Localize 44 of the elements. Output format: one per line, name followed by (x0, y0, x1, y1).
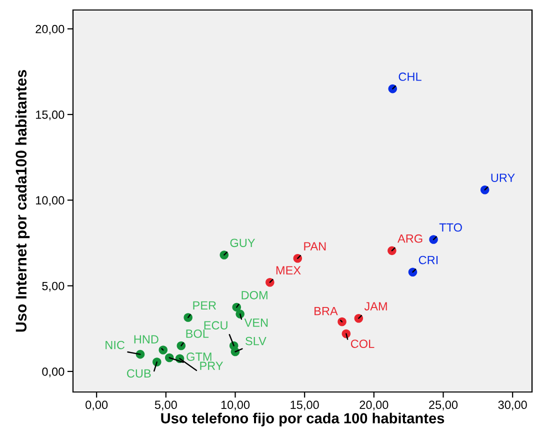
y-tick-label: 20,00 (36, 24, 64, 35)
point (354, 314, 364, 323)
x-tick-label: 30,00 (498, 400, 527, 410)
y-axis-title: Uso Internet por cada100 habitantes (15, 70, 30, 332)
annotation: PRY (200, 362, 224, 370)
annotation: NIC (106, 340, 125, 350)
annotation: TTO (439, 223, 462, 232)
x-axis-title: Uso telefono fijo por cada 100 habitantes (161, 412, 444, 426)
annotation: GTM (186, 352, 212, 361)
y-tick-label: 10,00 (36, 196, 64, 206)
x-tick-label: 0,00 (86, 400, 108, 410)
x-tick-label: 15,00 (290, 400, 319, 410)
annotation: ECU (204, 321, 228, 330)
y-tick-label: 5,00 (42, 282, 64, 292)
point (158, 346, 168, 354)
y-tick-label: 15,00 (36, 110, 64, 120)
annotation: PAN (304, 242, 326, 250)
annotation: JAM (364, 302, 387, 310)
annotation: CHL (398, 72, 422, 81)
point (388, 84, 398, 94)
annotation: MEX (276, 266, 301, 274)
annotation: URY (491, 174, 515, 182)
point (184, 313, 192, 322)
x-tick-label: 25,00 (429, 400, 458, 410)
point (338, 317, 346, 326)
annotation: COL (350, 340, 374, 348)
annotation: GUY (230, 238, 256, 248)
y-tick-label: 0,00 (42, 367, 64, 378)
annotation: CRI (418, 256, 438, 264)
annotation: VEN (244, 318, 268, 327)
annotation: BOL (186, 330, 209, 338)
annotation: CUB (127, 369, 151, 378)
x-tick-label: 5,00 (154, 400, 177, 410)
annotation: PER (193, 301, 216, 310)
point (429, 235, 438, 244)
x-tick-label: 10,00 (221, 400, 250, 410)
point (220, 250, 229, 260)
annotation: DOM (242, 290, 268, 300)
annotation: SLV (246, 336, 266, 346)
annotation: BRA (314, 307, 338, 316)
annotation: HND (134, 335, 158, 344)
x-tick-label: 20,00 (360, 400, 388, 410)
point (293, 254, 302, 263)
annotation: ARG (398, 234, 422, 243)
